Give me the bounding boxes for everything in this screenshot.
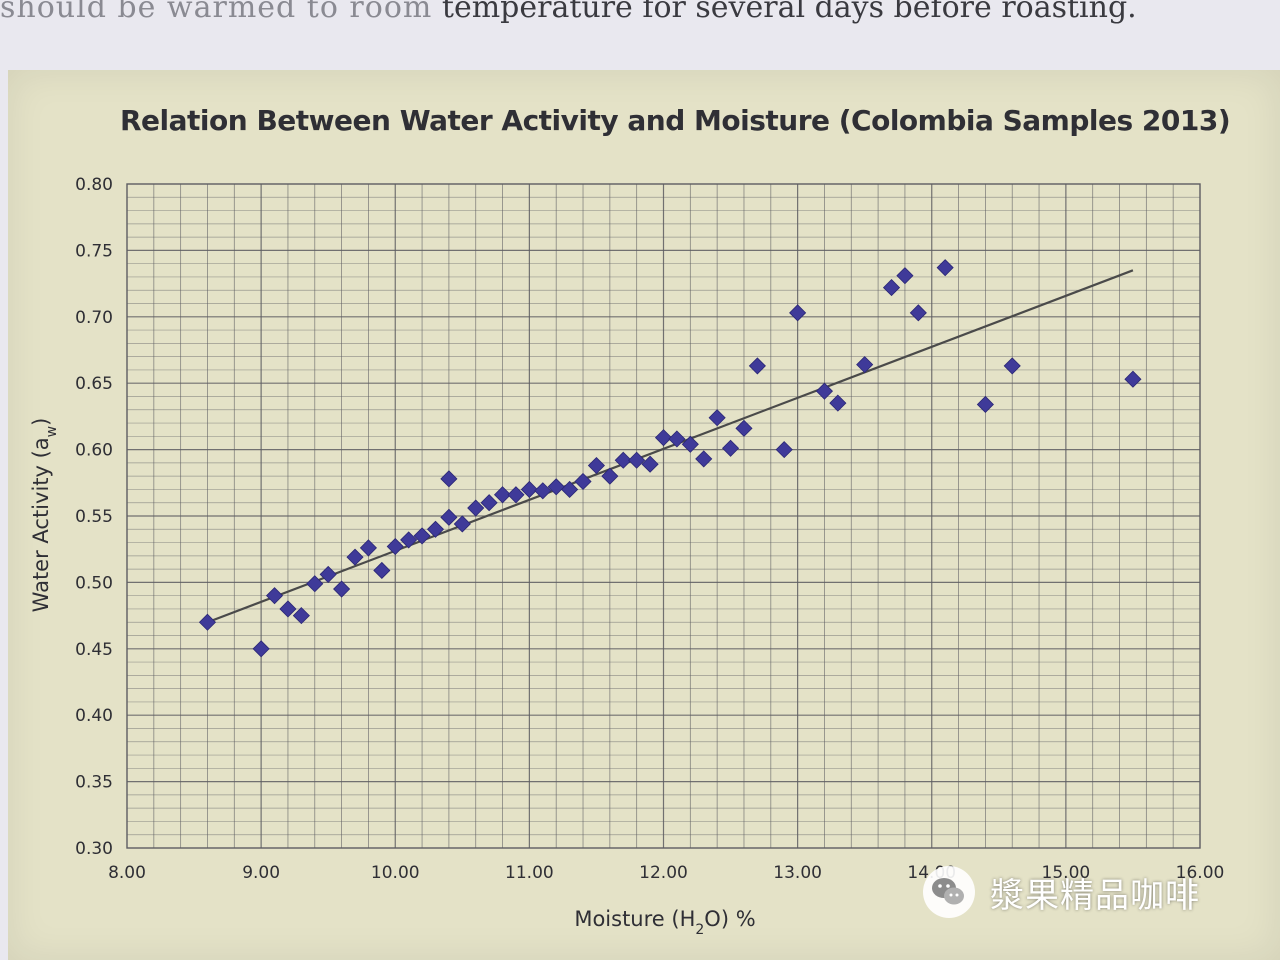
page-text-ghost: should be warmed to room xyxy=(0,0,433,25)
y-tick-label: 0.65 xyxy=(75,374,113,394)
trendline xyxy=(207,269,1134,624)
y-tick-label: 0.80 xyxy=(75,175,113,195)
data-points xyxy=(198,259,1142,658)
data-point xyxy=(400,531,418,549)
data-point xyxy=(721,439,740,457)
x-tick-label: 10.00 xyxy=(371,863,420,883)
data-point xyxy=(681,435,699,453)
data-point xyxy=(587,456,606,475)
data-point xyxy=(628,451,646,469)
x-tick-label: 12.00 xyxy=(639,863,688,883)
data-point xyxy=(252,640,270,658)
chart-title: Relation Between Water Activity and Mois… xyxy=(120,104,1231,137)
data-point xyxy=(815,382,834,400)
y-tick-label: 0.40 xyxy=(75,706,113,726)
data-point xyxy=(735,419,753,437)
watermark: 漿果精品咖啡 xyxy=(922,862,1262,922)
page-text: should be warmed to room temperature for… xyxy=(0,0,1280,40)
data-point xyxy=(319,565,337,583)
x-tick-label: 13.00 xyxy=(773,863,822,883)
page-text-line: temperature for several days before roas… xyxy=(441,0,1137,25)
data-point xyxy=(198,613,217,631)
x-tick-label: 9.00 xyxy=(242,863,280,883)
data-point xyxy=(453,515,471,533)
data-point xyxy=(856,356,874,374)
data-point xyxy=(614,451,632,469)
data-point xyxy=(936,259,954,277)
data-point xyxy=(359,539,377,557)
y-tick-label: 0.70 xyxy=(75,308,113,328)
data-point xyxy=(909,304,927,322)
data-point xyxy=(440,470,458,488)
data-point xyxy=(547,478,565,496)
x-axis-label: Moisture (H2O) % xyxy=(574,907,755,938)
data-point xyxy=(748,357,766,375)
data-point xyxy=(708,409,726,427)
x-tick-label: 8.00 xyxy=(108,863,146,883)
trendline-group xyxy=(207,269,1134,624)
data-point xyxy=(480,494,498,512)
y-tick-label: 0.30 xyxy=(75,839,113,859)
data-point xyxy=(789,304,807,322)
data-point xyxy=(520,480,538,499)
tick-labels: 8.009.0010.0011.0012.0013.0014.0015.0016… xyxy=(75,175,1224,883)
x-tick-label: 16.00 xyxy=(1176,863,1225,883)
grid xyxy=(126,183,1201,849)
watermark-text: 漿果精品咖啡 xyxy=(990,875,1200,916)
data-point xyxy=(654,429,673,447)
y-tick-label: 0.60 xyxy=(75,441,113,461)
x-tick-label: 15.00 xyxy=(1042,863,1091,883)
data-point xyxy=(896,267,914,285)
y-tick-label: 0.45 xyxy=(75,640,113,660)
chart-panel xyxy=(8,70,1280,960)
data-point xyxy=(976,395,994,414)
data-point xyxy=(1124,370,1142,388)
data-point xyxy=(507,486,525,504)
wechat-logo-icon xyxy=(923,866,975,918)
y-tick-label: 0.35 xyxy=(75,773,113,793)
data-point xyxy=(775,441,793,459)
data-point xyxy=(413,527,431,545)
data-point xyxy=(386,537,404,556)
data-point xyxy=(668,430,686,448)
data-point xyxy=(882,279,901,297)
data-point xyxy=(292,607,310,625)
data-point xyxy=(574,472,592,491)
data-point xyxy=(829,394,847,412)
data-point xyxy=(467,499,485,517)
y-axis-label: Water Activity (aw) xyxy=(29,418,60,613)
y-tick-label: 0.50 xyxy=(75,573,113,593)
data-point xyxy=(279,600,297,618)
y-tick-label: 0.55 xyxy=(75,507,113,527)
data-point xyxy=(426,520,445,538)
data-point xyxy=(373,561,391,580)
data-point xyxy=(561,480,579,499)
data-point xyxy=(493,486,512,504)
data-point xyxy=(440,508,458,526)
data-point xyxy=(601,467,619,485)
y-tick-label: 0.75 xyxy=(75,241,113,261)
data-point xyxy=(333,580,351,598)
data-point xyxy=(695,450,713,468)
data-point xyxy=(534,482,552,500)
data-point xyxy=(265,587,284,605)
x-tick-label: 11.00 xyxy=(505,863,554,883)
data-point xyxy=(346,548,364,566)
data-point xyxy=(1003,357,1021,375)
data-point xyxy=(306,575,324,593)
data-point xyxy=(641,455,659,473)
